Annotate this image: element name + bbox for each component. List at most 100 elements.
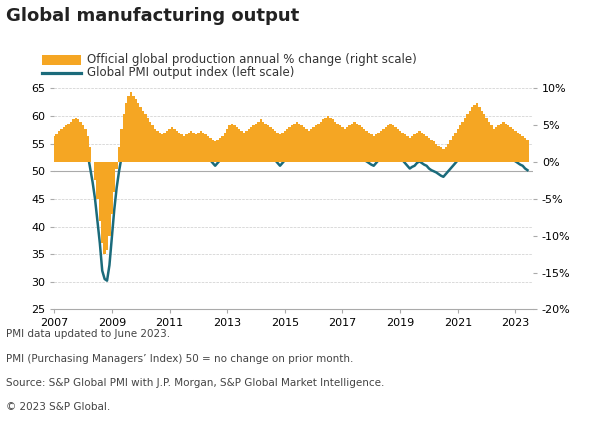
Bar [509, 127, 512, 162]
Text: PMI data updated to June 2023.: PMI data updated to June 2023. [6, 329, 170, 339]
Bar [500, 124, 502, 162]
Bar [298, 124, 300, 162]
Bar [317, 124, 320, 162]
Bar [428, 138, 430, 162]
Bar [214, 141, 216, 162]
Bar [310, 129, 312, 162]
Bar [284, 131, 286, 162]
Bar [329, 118, 332, 162]
Bar [517, 133, 519, 162]
Bar [291, 125, 293, 162]
Bar [450, 140, 452, 162]
Bar [365, 131, 368, 162]
Bar [206, 136, 209, 162]
Bar [476, 103, 478, 162]
Bar [125, 103, 128, 162]
Bar [104, 162, 106, 254]
Bar [216, 140, 219, 162]
Bar [228, 125, 231, 162]
Bar [79, 122, 82, 162]
Bar [137, 103, 140, 162]
Bar [111, 162, 113, 213]
Bar [334, 122, 337, 162]
Bar [512, 129, 514, 162]
Bar [279, 134, 281, 162]
Bar [389, 124, 392, 162]
Bar [315, 125, 317, 162]
Bar [418, 131, 421, 162]
Bar [84, 129, 87, 162]
Bar [274, 131, 276, 162]
Bar [231, 124, 233, 162]
Bar [416, 133, 418, 162]
Bar [194, 134, 197, 162]
Bar [166, 131, 169, 162]
Bar [351, 124, 353, 162]
Text: Official global production annual % change (right scale): Official global production annual % chan… [87, 53, 417, 66]
Bar [492, 129, 495, 162]
Bar [526, 140, 529, 162]
Bar [176, 131, 178, 162]
Bar [464, 118, 466, 162]
Bar [142, 110, 144, 162]
Bar [154, 129, 157, 162]
Bar [370, 134, 373, 162]
Bar [55, 134, 58, 162]
Bar [65, 125, 67, 162]
Bar [445, 147, 447, 162]
Bar [341, 127, 344, 162]
Bar [149, 122, 152, 162]
Bar [161, 134, 164, 162]
Bar [387, 125, 389, 162]
Bar [461, 122, 464, 162]
Bar [397, 129, 399, 162]
Bar [147, 118, 149, 162]
Bar [281, 133, 284, 162]
Text: Source: S&P Global PMI with J.P. Morgan, S&P Global Market Intelligence.: Source: S&P Global PMI with J.P. Morgan,… [6, 378, 385, 388]
Bar [75, 118, 77, 162]
Bar [240, 131, 243, 162]
Bar [459, 125, 461, 162]
Bar [356, 124, 358, 162]
Bar [267, 125, 269, 162]
Bar [402, 133, 404, 162]
Bar [339, 125, 341, 162]
Bar [252, 125, 255, 162]
Bar [123, 114, 125, 162]
Bar [118, 147, 120, 162]
Bar [466, 114, 468, 162]
Bar [269, 127, 272, 162]
Bar [380, 131, 382, 162]
Bar [312, 127, 315, 162]
Bar [504, 124, 507, 162]
Bar [238, 129, 240, 162]
Bar [94, 162, 96, 180]
Bar [58, 131, 60, 162]
Bar [255, 124, 257, 162]
Bar [257, 122, 259, 162]
Bar [300, 125, 303, 162]
Bar [250, 127, 252, 162]
Bar [190, 131, 192, 162]
Bar [327, 116, 329, 162]
Bar [144, 114, 147, 162]
Bar [132, 96, 135, 162]
Bar [303, 127, 305, 162]
Bar [394, 127, 397, 162]
Bar [72, 119, 75, 162]
Bar [183, 136, 185, 162]
Bar [60, 129, 63, 162]
Bar [368, 133, 370, 162]
Bar [454, 133, 456, 162]
Bar [116, 162, 118, 169]
Bar [452, 136, 454, 162]
Bar [495, 127, 497, 162]
Bar [521, 136, 524, 162]
Bar [221, 136, 223, 162]
Bar [399, 131, 402, 162]
Bar [77, 119, 79, 162]
Bar [456, 129, 459, 162]
Bar [478, 107, 480, 162]
Bar [53, 136, 55, 162]
Bar [346, 127, 349, 162]
